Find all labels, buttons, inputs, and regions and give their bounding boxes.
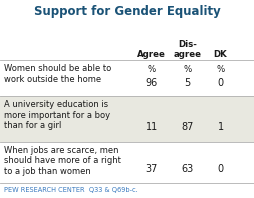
Text: 1: 1 [217,122,223,131]
Text: 37: 37 [145,164,157,174]
Text: 0: 0 [217,78,223,88]
Text: Support for Gender Equality: Support for Gender Equality [34,5,220,18]
Text: 96: 96 [145,78,157,88]
Text: 11: 11 [145,122,157,131]
Text: 63: 63 [181,164,193,174]
Text: 87: 87 [181,122,193,131]
Text: When jobs are scarce, men
should have more of a right
to a job than women: When jobs are scarce, men should have mo… [4,146,120,176]
Text: 0: 0 [217,164,223,174]
Text: Women should be able to
work outside the home: Women should be able to work outside the… [4,64,111,84]
Text: %: % [147,65,155,74]
Text: A university education is
more important for a boy
than for a girl: A university education is more important… [4,100,109,130]
Text: %: % [216,65,224,74]
Bar [0,96,254,142]
Text: %: % [183,65,191,74]
Text: DK: DK [213,50,227,59]
Text: Dis-
agree: Dis- agree [173,40,201,59]
Text: 5: 5 [184,78,190,88]
Text: Agree: Agree [137,50,166,59]
Text: PEW RESEARCH CENTER  Q33 & Q69b-c.: PEW RESEARCH CENTER Q33 & Q69b-c. [4,187,137,193]
